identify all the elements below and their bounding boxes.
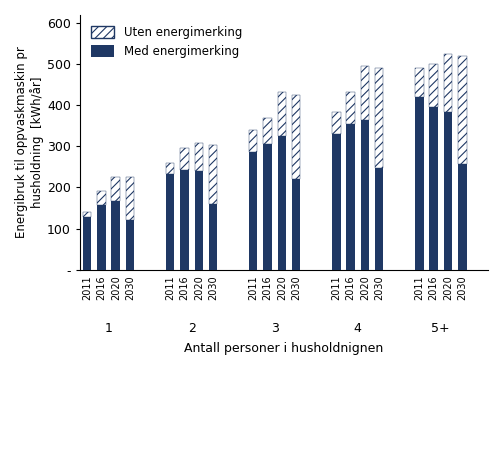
Bar (166, 175, 175, 270)
Text: 2020: 2020 (360, 275, 370, 300)
Text: 2030: 2030 (291, 275, 301, 300)
Y-axis label: Energibruk til oppvaskmaskin pr
husholdning  [kWh/år]: Energibruk til oppvaskmaskin pr husholdn… (15, 46, 44, 238)
Bar (375, 69, 383, 168)
Text: 2011: 2011 (165, 275, 175, 300)
Bar (249, 130, 258, 152)
Text: 2030: 2030 (208, 275, 218, 300)
Bar (83, 212, 92, 217)
Bar (209, 204, 217, 270)
Bar (112, 177, 120, 201)
Bar (415, 97, 424, 270)
Bar (458, 56, 466, 164)
Bar (263, 118, 272, 144)
Text: 2030: 2030 (374, 275, 384, 300)
Text: 2016: 2016 (346, 275, 356, 300)
Bar (415, 69, 424, 97)
Bar (209, 145, 217, 204)
X-axis label: Antall personer i husholdnignen: Antall personer i husholdnignen (185, 342, 384, 355)
Text: 2016: 2016 (429, 275, 439, 300)
Bar (180, 148, 189, 170)
Bar (375, 168, 383, 270)
Bar (180, 170, 189, 270)
Text: 4: 4 (354, 322, 362, 336)
Bar (249, 152, 258, 270)
Text: 2020: 2020 (111, 275, 121, 300)
Text: 2011: 2011 (331, 275, 341, 300)
Bar (166, 163, 175, 175)
Bar (278, 92, 286, 136)
Bar (444, 54, 452, 111)
Text: 2: 2 (188, 322, 196, 336)
Bar (361, 66, 369, 120)
Text: 2016: 2016 (263, 275, 273, 300)
Text: 2030: 2030 (125, 275, 135, 300)
Text: 2016: 2016 (97, 275, 107, 300)
Text: 3: 3 (271, 322, 279, 336)
Bar (444, 111, 452, 270)
Text: 2030: 2030 (457, 275, 467, 300)
Bar (346, 124, 355, 270)
Bar (346, 92, 355, 124)
Bar (361, 120, 369, 270)
Bar (126, 177, 134, 221)
Bar (292, 179, 300, 270)
Text: 1: 1 (105, 322, 113, 336)
Text: 2020: 2020 (443, 275, 453, 300)
Text: 2011: 2011 (248, 275, 258, 300)
Bar (195, 143, 203, 171)
Text: 2020: 2020 (277, 275, 287, 300)
Bar (195, 171, 203, 270)
Text: 2016: 2016 (180, 275, 190, 300)
Bar (263, 144, 272, 270)
Bar (332, 111, 341, 134)
Legend: Uten energimerking, Med energimerking: Uten energimerking, Med energimerking (86, 21, 247, 62)
Bar (458, 164, 466, 270)
Bar (126, 221, 134, 270)
Bar (83, 217, 92, 270)
Bar (97, 205, 106, 270)
Bar (429, 64, 438, 106)
Bar (112, 201, 120, 270)
Text: 2020: 2020 (194, 275, 204, 300)
Text: 2011: 2011 (414, 275, 424, 300)
Bar (97, 191, 106, 205)
Bar (292, 95, 300, 179)
Text: 5+: 5+ (432, 322, 450, 336)
Text: 2011: 2011 (82, 275, 92, 300)
Bar (429, 106, 438, 270)
Bar (332, 134, 341, 270)
Bar (278, 136, 286, 270)
